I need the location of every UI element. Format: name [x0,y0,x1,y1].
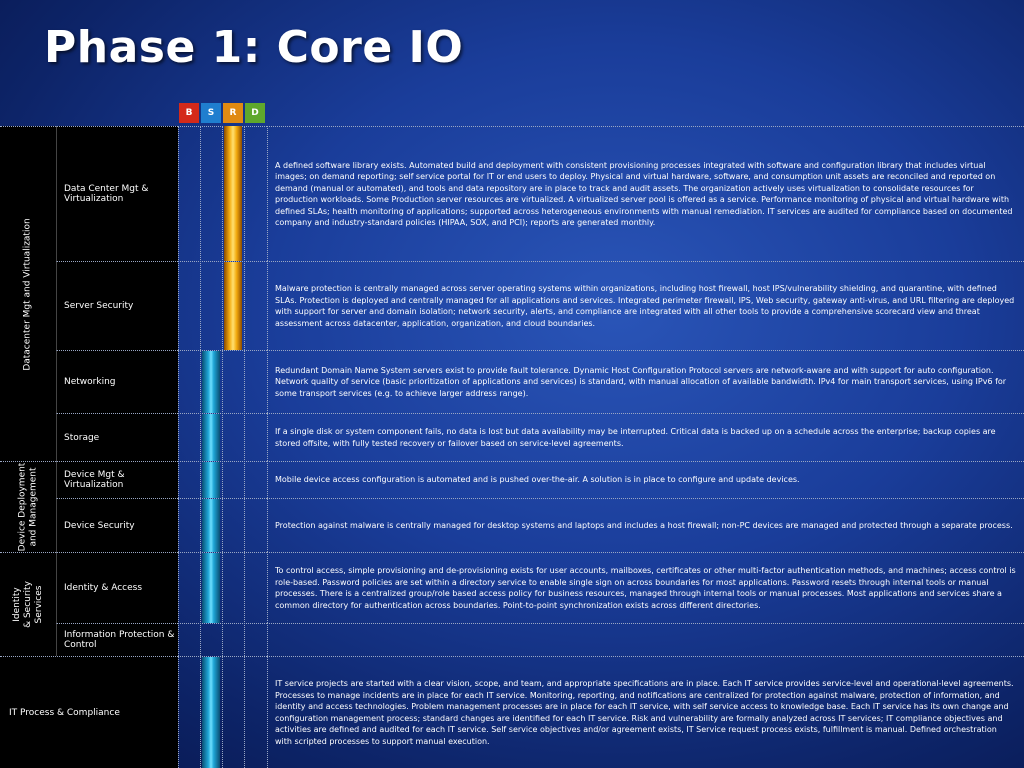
status-bar-s [202,657,220,768]
row-divider [178,552,267,553]
sublabel-identity-access: Identity & Access [56,552,178,623]
sublabel-device-security: Device Security [56,498,178,552]
row-divider [178,623,267,624]
legend-b: B [179,103,199,123]
category-device: Device Deployment and Management [0,461,56,552]
sublabel-datacenter-mgt: Data Center Mgt & Virtualization [56,126,178,261]
row-divider [178,656,267,657]
category-device-label: Device Deployment and Management [17,462,39,552]
description-identity-access: To control access, simple provisioning a… [267,552,1024,623]
description-storage: If a single disk or system component fai… [267,413,1024,461]
status-bar-s [202,553,220,623]
category-itprocess: IT Process & Compliance [0,656,178,768]
status-bar-s [202,351,220,413]
row-divider [178,413,267,414]
column-b [178,126,200,768]
row-divider [178,126,267,127]
legend-s: S [201,103,221,123]
row-divider [178,261,267,262]
status-bar-s [202,499,220,552]
category-datacenter-label: Datacenter Mgt and Virtualization [22,217,33,371]
row-divider [178,461,267,462]
category-identity-label: Identity & Security Services [11,581,44,628]
status-bar-r [224,262,242,350]
category-identity: Identity & Security Services [0,552,56,656]
row-divider [178,350,267,351]
maturity-grid: Datacenter Mgt and Virtualization Device… [0,126,1024,768]
sublabel-networking: Networking [56,350,178,413]
description-datacenter-mgt: A defined software library exists. Autom… [267,126,1024,261]
sublabel-server-security: Server Security [56,261,178,350]
column-d [244,126,266,768]
status-bar-r [224,126,242,261]
description-device-mgt: Mobile device access configuration is au… [267,461,1024,498]
status-bar-s [202,414,220,461]
slide-title: Phase 1: Core IO [44,22,464,73]
row-divider [178,498,267,499]
description-networking: Redundant Domain Name System servers exi… [267,350,1024,413]
sublabel-info-protection: Information Protection & Control [56,623,178,656]
description-info-protection [267,623,1024,656]
description-itprocess: IT service projects are started with a c… [267,656,1024,768]
sublabel-storage: Storage [56,413,178,461]
description-device-security: Protection against malware is centrally … [267,498,1024,552]
legend-d: D [245,103,265,123]
legend-r: R [223,103,243,123]
description-server-security: Malware protection is centrally managed … [267,261,1024,350]
sublabel-device-mgt: Device Mgt & Virtualization [56,461,178,498]
column-r [222,126,244,768]
column-s [200,126,222,768]
category-datacenter: Datacenter Mgt and Virtualization [0,126,56,461]
status-bar-s [202,462,220,498]
